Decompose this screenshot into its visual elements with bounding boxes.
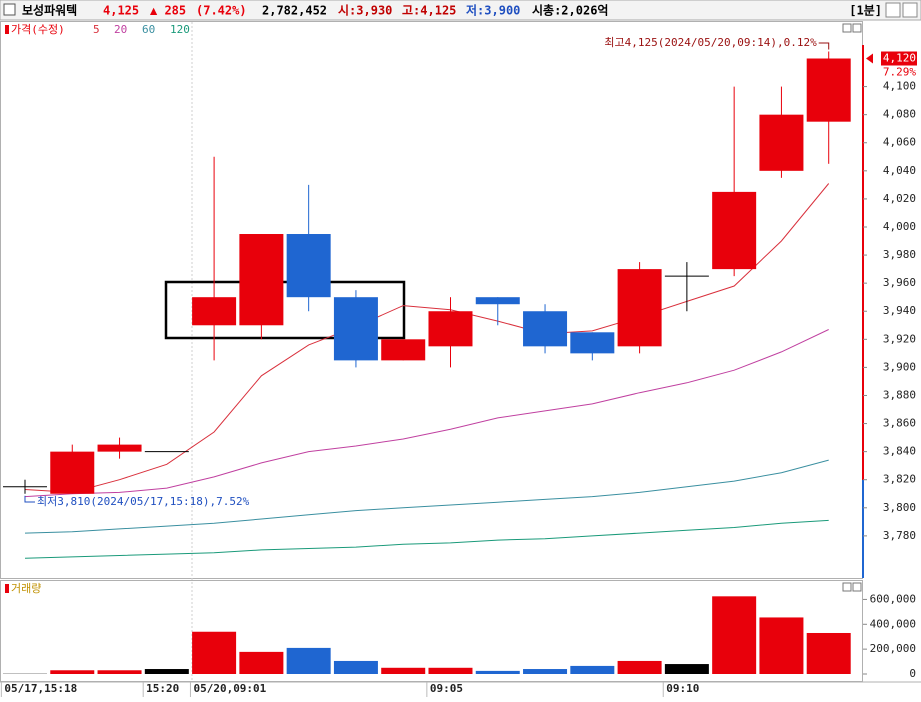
y-tick-label: 4,020 <box>883 192 916 205</box>
y-tick-label: 400,000 <box>870 617 916 630</box>
y-tick-label: 0 <box>909 667 916 680</box>
volume-bar <box>428 668 472 674</box>
y-tick-label: 4,080 <box>883 108 916 121</box>
volume-bar <box>98 670 142 674</box>
volume-bar <box>334 661 378 674</box>
y-tick-label: 3,940 <box>883 304 916 317</box>
y-tick-label: 600,000 <box>870 592 916 605</box>
panel-button[interactable] <box>843 24 851 32</box>
low: 저:3,900 <box>466 3 520 18</box>
candle-body <box>239 234 283 325</box>
panel-button[interactable] <box>843 583 851 591</box>
panel-label: 거래량 <box>11 582 41 595</box>
y-tick-label: 3,860 <box>883 417 916 430</box>
volume-bar <box>712 596 756 674</box>
button[interactable] <box>903 3 917 17</box>
candle-body <box>807 59 851 122</box>
legend-entry: 가격(수정) <box>11 23 65 36</box>
candle-body <box>381 339 425 360</box>
x-tick-label: 15:20 <box>146 682 179 695</box>
open: 시:3,930 <box>338 4 392 18</box>
stock-name: 보성파워텍 <box>22 3 77 18</box>
volume-bar <box>145 669 189 674</box>
market-cap: 시총:2,026억 <box>532 3 608 18</box>
high: 고:4,125 <box>402 4 456 18</box>
change-pct: (7.42%) <box>196 4 247 18</box>
y-tick-label: 3,960 <box>883 276 916 289</box>
candle-body <box>759 115 803 171</box>
y-tick-label: 3,920 <box>883 332 916 345</box>
y-tick-label: 4,060 <box>883 136 916 149</box>
legend-entry: 120 <box>170 23 190 36</box>
candle-body <box>334 297 378 360</box>
panel-button[interactable] <box>853 24 861 32</box>
y-tick-label: 3,780 <box>883 529 916 542</box>
volume-bar <box>570 666 614 674</box>
y-tick-label: 3,820 <box>883 473 916 486</box>
legend-entry: 5 <box>93 23 100 36</box>
volume-bar <box>807 633 851 674</box>
y-tick-label: 3,980 <box>883 248 916 261</box>
volume-bar <box>476 671 520 674</box>
legend-swatch <box>5 584 9 593</box>
x-tick-label: 09:10 <box>666 682 699 695</box>
y-tick-label: 3,900 <box>883 360 916 373</box>
candle-body <box>98 445 142 452</box>
candle-body <box>523 311 567 346</box>
volume: 2,782,452 <box>262 4 327 18</box>
volume-bar <box>523 669 567 674</box>
button[interactable] <box>886 3 900 17</box>
candle-body <box>287 234 331 297</box>
volume-bar <box>381 668 425 674</box>
x-tick-label: 09:05 <box>430 682 463 695</box>
candle-body <box>476 297 520 304</box>
low-note: 최저3,810(2024/05/17,15:18),7.52% <box>37 495 250 508</box>
interval[interactable]: [1분] <box>849 4 882 18</box>
y-tick-label: 4,040 <box>883 164 916 177</box>
candle-body <box>428 311 472 346</box>
volume-bar <box>287 648 331 674</box>
x-tick-label: 05/17,15:18 <box>4 682 77 695</box>
price: 4,125 <box>103 4 139 18</box>
x-tick-label: 05/20,09:01 <box>193 682 266 695</box>
candle-body <box>712 192 756 269</box>
volume-bar <box>239 652 283 674</box>
y-tick-label: 3,800 <box>883 501 916 514</box>
change: ▲ 285 <box>150 4 186 18</box>
y-tick-label: 4,100 <box>883 80 916 93</box>
candle-body <box>570 332 614 353</box>
volume-bar <box>618 661 662 674</box>
candle-body <box>192 297 236 325</box>
volume-bar <box>192 632 236 674</box>
checkbox[interactable] <box>4 4 15 15</box>
y-tick-label: 200,000 <box>870 642 916 655</box>
legend-entry: 20 <box>114 23 127 36</box>
legend-swatch <box>5 25 9 34</box>
y-tick-label: 3,840 <box>883 445 916 458</box>
volume-bar <box>665 664 709 674</box>
legend-entry: 60 <box>142 23 155 36</box>
high-note: 최고4,125(2024/05/20,09:14),0.12% <box>604 36 817 49</box>
candle-body <box>50 452 94 494</box>
volume-bar <box>759 617 803 674</box>
candle-body <box>618 269 662 346</box>
panel-button[interactable] <box>853 583 861 591</box>
y-tick-label: 4,000 <box>883 220 916 233</box>
volume-bar <box>50 670 94 674</box>
last-price: 4,120 <box>883 52 916 65</box>
last-change: 7.29% <box>883 66 916 79</box>
y-tick-label: 3,880 <box>883 388 916 401</box>
